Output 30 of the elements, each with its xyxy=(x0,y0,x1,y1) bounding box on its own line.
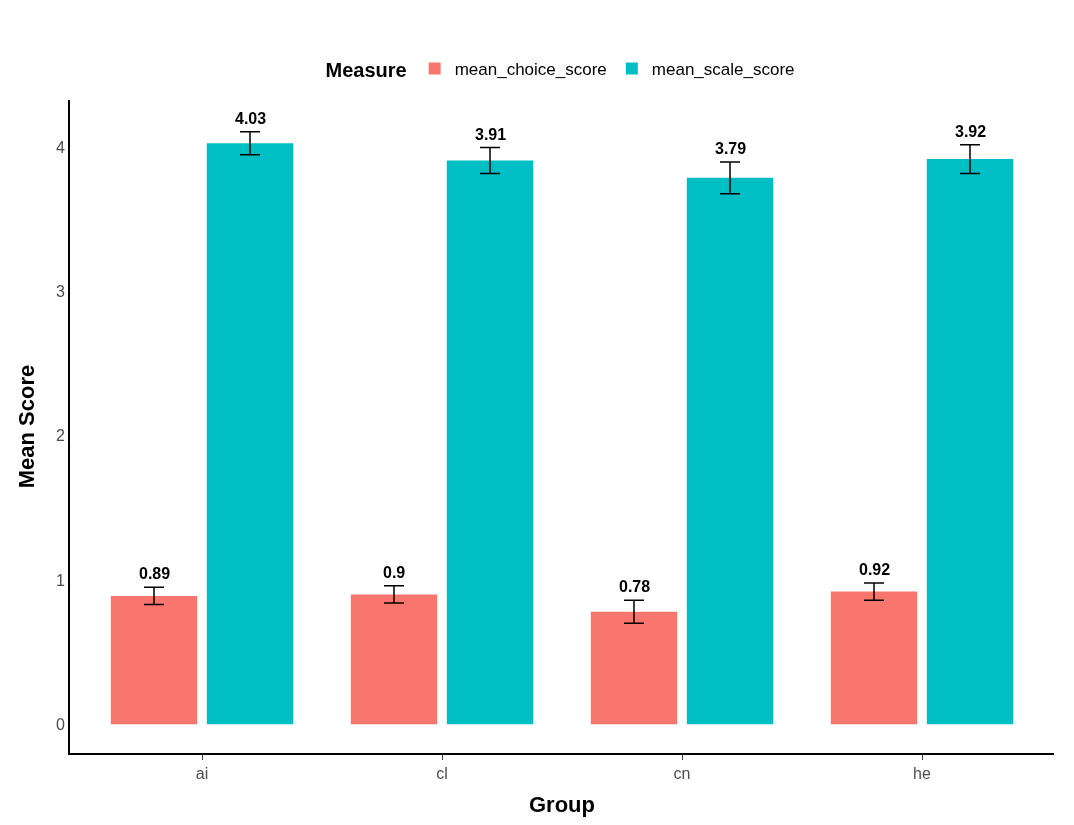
legend-title: Measure xyxy=(325,58,407,81)
bar xyxy=(926,159,1014,725)
y-tick-label: 0 xyxy=(55,715,65,733)
y-tick-label: 1 xyxy=(55,571,65,589)
y-tick-label: 4 xyxy=(55,139,65,157)
data-label: 0.78 xyxy=(619,578,651,595)
bar xyxy=(830,591,918,725)
bar xyxy=(446,160,534,725)
data-label: 3.91 xyxy=(475,126,507,143)
x-axis-title: Group xyxy=(529,791,595,817)
legend-label: mean_scale_score xyxy=(651,60,795,80)
data-label: 0.92 xyxy=(859,561,891,578)
x-tick-label: he xyxy=(913,765,931,783)
bar xyxy=(350,594,438,725)
y-tick-label: 3 xyxy=(55,283,65,301)
bar xyxy=(110,595,198,725)
bar xyxy=(590,611,678,725)
y-axis-title: Mean Score xyxy=(14,364,40,489)
x-tick-label: cn xyxy=(673,765,691,783)
data-label: 3.79 xyxy=(715,140,747,157)
data-label: 0.89 xyxy=(139,565,171,582)
bar xyxy=(206,143,294,725)
bar xyxy=(686,177,774,725)
data-label: 4.03 xyxy=(235,110,267,127)
legend-label: mean_choice_score xyxy=(454,60,607,80)
y-tick-label: 2 xyxy=(55,427,65,445)
data-label: 0.9 xyxy=(383,564,406,581)
data-label: 3.92 xyxy=(955,123,987,140)
x-tick-label: cl xyxy=(436,765,448,783)
x-tick-label: ai xyxy=(195,765,209,783)
